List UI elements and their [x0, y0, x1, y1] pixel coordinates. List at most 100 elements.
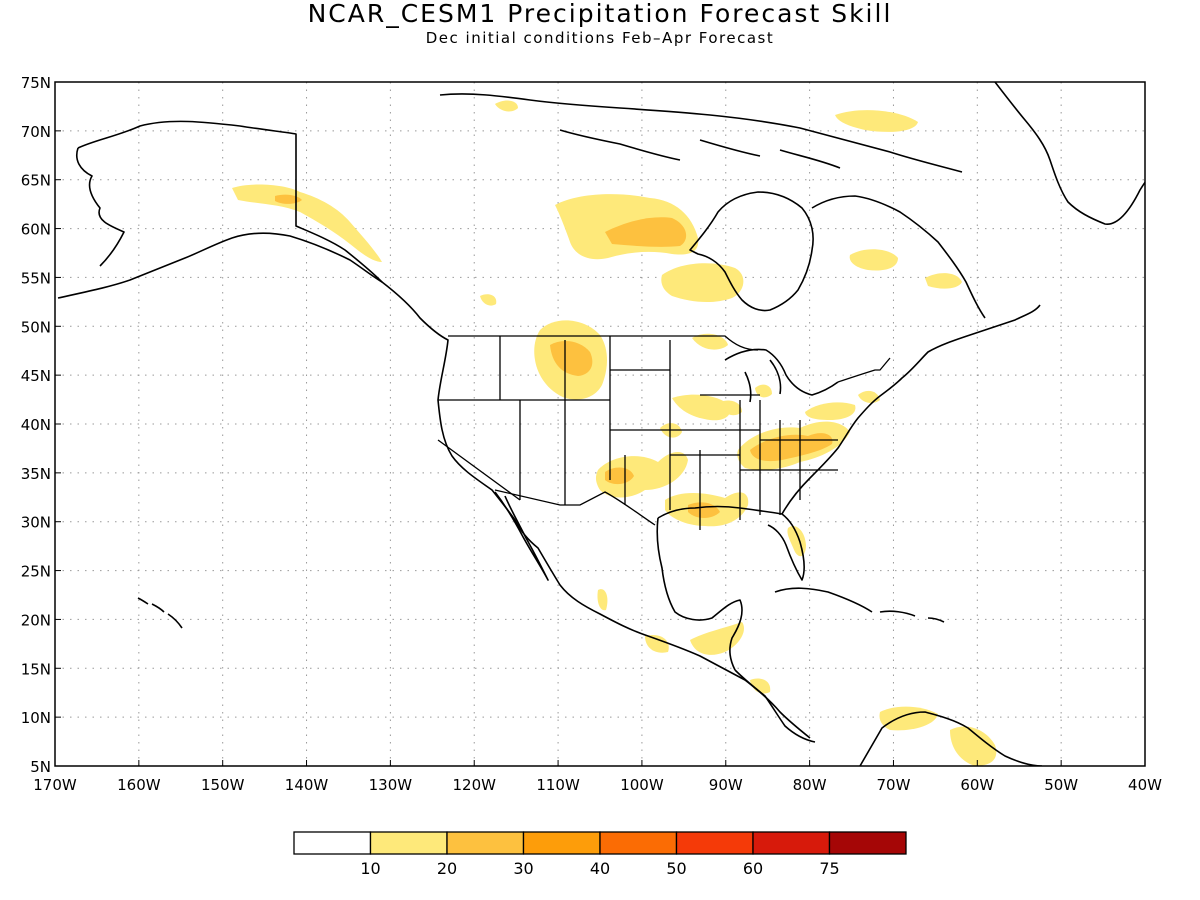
- map-panel: 75N 70N 65N 60N 55N 50N 45N 40N 35N 30N 25N 20N 15N 1…: [21, 74, 1162, 794]
- skill-region-florida: [787, 525, 806, 557]
- latitude-labels: 75N 70N 65N 60N 55N 50N 45N 40N 35N 30N 25N 20N 15N 1…: [21, 74, 61, 776]
- border-us-states: [437, 336, 838, 530]
- coast-atlantic: [781, 304, 1041, 515]
- lat-tick-label: 10N: [21, 709, 51, 727]
- chart-subtitle: Dec initial conditions Feb–Apr Forecast: [425, 29, 775, 47]
- coastlines: [57, 82, 1145, 766]
- skill-region-montana-core: [550, 340, 593, 376]
- lat-tick-label: 65N: [21, 172, 51, 190]
- coast-labrador: [811, 195, 986, 319]
- lon-tick-label: 120W: [452, 776, 496, 794]
- skill-region-southwest: [595, 451, 688, 498]
- lon-tick-label: 60W: [960, 776, 994, 794]
- coast-alaska-west: [76, 147, 125, 267]
- skill-region-honduras: [750, 678, 771, 694]
- coast-mexico-gulf: [656, 517, 743, 671]
- lat-tick-label: 15N: [21, 660, 51, 678]
- longitude-labels: 170W 160W 150W 140W 130W 120W 110W 100W 90W 80W 70…: [33, 760, 1162, 794]
- lat-tick-label: 30N: [21, 514, 51, 532]
- skill-region-illinois: [720, 400, 742, 416]
- lat-tick-label: 70N: [21, 123, 51, 141]
- lon-tick-label: 50W: [1044, 776, 1078, 794]
- legend-label: 75: [819, 859, 839, 878]
- coast-hawaii: [137, 597, 183, 629]
- skill-region-michigan: [755, 384, 772, 398]
- legend-swatch: [369, 831, 448, 855]
- lat-tick-label: 35N: [21, 465, 51, 483]
- skill-region-hudson-sw: [661, 263, 744, 303]
- legend-swatch: [446, 831, 525, 855]
- lon-tick-label: 90W: [709, 776, 743, 794]
- skill-region-southwest-core: [605, 467, 634, 485]
- coast-gulf: [657, 505, 805, 581]
- skill-region-newengland: [858, 390, 880, 403]
- skill-region-midatlantic: [805, 402, 856, 420]
- lat-tick-label: 45N: [21, 367, 51, 385]
- lat-tick-label: 50N: [21, 318, 51, 336]
- coast-cuba: [774, 587, 873, 613]
- legend-label: 10: [360, 859, 380, 878]
- lat-tick-label: 5N: [30, 758, 51, 776]
- lon-tick-label: 150W: [201, 776, 245, 794]
- coast-arctic-islands-2: [559, 129, 841, 169]
- coast-pacific-northwest: [381, 281, 811, 739]
- legend-swatch: [675, 831, 754, 855]
- skill-region-alaska: [232, 184, 382, 262]
- lat-tick-label: 60N: [21, 221, 51, 239]
- coast-puerto-rico: [927, 617, 945, 623]
- coast-greenland: [994, 82, 1145, 225]
- legend-swatch: [293, 831, 372, 855]
- skill-region-arctic-island: [495, 100, 518, 112]
- lon-tick-label: 140W: [285, 776, 329, 794]
- lat-tick-label: 25N: [21, 563, 51, 581]
- graticule: [55, 82, 1145, 766]
- skill-region-venezuela: [950, 726, 997, 766]
- legend-label: 60: [743, 859, 763, 878]
- coast-baja: [494, 491, 549, 581]
- legend-swatch: [599, 831, 678, 855]
- skill-region-quebec: [849, 249, 898, 271]
- border-us-mexico: [494, 489, 656, 526]
- skill-region-mexico-south: [645, 634, 669, 653]
- skill-region-plains: [672, 394, 731, 421]
- legend-label: 40: [590, 859, 610, 878]
- coast-arctic-islands: [439, 93, 963, 173]
- coast-alaska: [57, 120, 383, 299]
- skill-shading: [232, 100, 997, 766]
- skill-region-greenland-west: [835, 110, 918, 132]
- legend-label: 30: [513, 859, 533, 878]
- skill-region-caribbean: [879, 706, 938, 731]
- coast-south-america: [859, 711, 1043, 766]
- skill-region-labrador: [925, 273, 962, 289]
- lon-tick-label: 130W: [369, 776, 413, 794]
- legend-label: 50: [666, 859, 686, 878]
- skill-region-bc: [480, 294, 497, 306]
- legend-swatch: [752, 831, 831, 855]
- legend-swatch: [522, 831, 601, 855]
- lat-tick-label: 20N: [21, 611, 51, 629]
- lon-tick-label: 110W: [536, 776, 580, 794]
- lon-tick-label: 160W: [117, 776, 161, 794]
- coast-hudson-bay: [689, 191, 814, 312]
- border-canada-us: [448, 335, 891, 383]
- color-legend: 10 20 30 40 50 60 75: [293, 831, 907, 878]
- lon-tick-label: 100W: [620, 776, 664, 794]
- lat-tick-label: 75N: [21, 74, 51, 92]
- coast-hispaniola: [879, 610, 916, 617]
- coast-great-lakes: [724, 348, 839, 403]
- lat-tick-label: 55N: [21, 269, 51, 287]
- map-frame: [54, 81, 1146, 767]
- skill-region-baja: [597, 589, 608, 611]
- lon-tick-label: 40W: [1128, 776, 1162, 794]
- legend-label: 20: [437, 859, 457, 878]
- skill-region-canada-north-core: [605, 217, 687, 247]
- skill-region-minnesota: [692, 333, 728, 350]
- political-borders: [437, 335, 891, 530]
- lon-tick-label: 70W: [877, 776, 911, 794]
- legend-swatch: [828, 831, 907, 855]
- lat-tick-label: 40N: [21, 416, 51, 434]
- chart-title: NCAR_CESM1 Precipitation Forecast Skill: [307, 0, 893, 28]
- lon-tick-label: 80W: [793, 776, 827, 794]
- skill-region-yucatan: [690, 622, 745, 655]
